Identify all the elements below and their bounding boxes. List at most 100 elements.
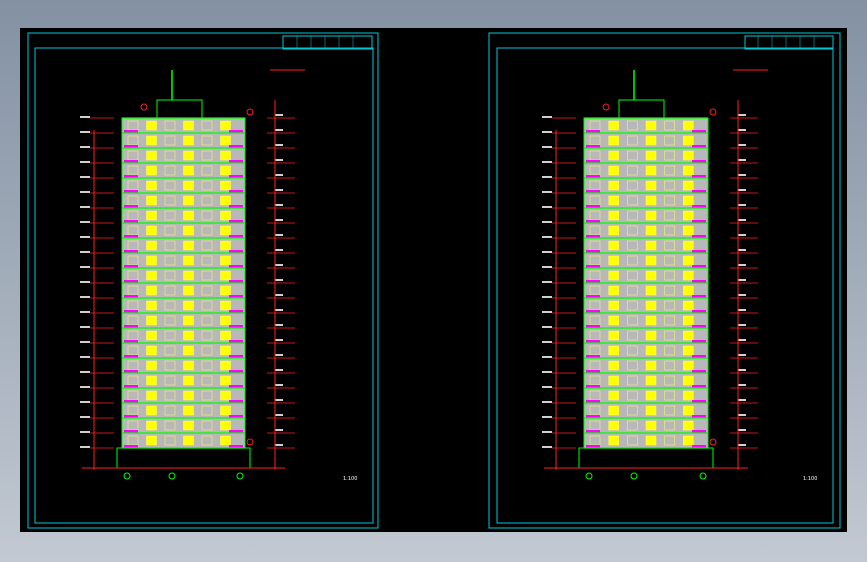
balcony [692, 220, 706, 223]
balcony [124, 400, 138, 403]
window [683, 345, 694, 356]
window [683, 300, 694, 311]
window [201, 360, 213, 371]
marker [709, 108, 717, 116]
window [183, 210, 194, 221]
balcony [124, 415, 138, 418]
window [164, 435, 176, 446]
window [201, 270, 213, 281]
window [608, 150, 619, 161]
balcony [229, 130, 243, 133]
window [201, 120, 213, 131]
window [608, 300, 619, 311]
window [645, 360, 657, 371]
window [608, 240, 619, 251]
window [608, 120, 619, 131]
window [220, 270, 231, 281]
balcony [229, 385, 243, 388]
window [627, 420, 638, 431]
window [220, 315, 231, 326]
window [164, 405, 176, 416]
window [683, 150, 694, 161]
balcony [692, 430, 706, 433]
level-text [80, 341, 90, 343]
level-text [542, 341, 552, 343]
balcony [124, 295, 138, 298]
balcony [692, 415, 706, 418]
window [164, 225, 176, 236]
window [608, 180, 619, 191]
window [146, 390, 157, 401]
level-text [542, 191, 552, 193]
window [664, 300, 675, 311]
window [164, 120, 176, 131]
balcony [692, 310, 706, 313]
dim-text [738, 144, 746, 146]
window [220, 165, 231, 176]
window [683, 225, 694, 236]
window [645, 390, 657, 401]
balcony [229, 265, 243, 268]
balcony [124, 250, 138, 253]
window [608, 420, 619, 431]
window [164, 285, 176, 296]
balcony [692, 340, 706, 343]
window [627, 315, 638, 326]
window [608, 270, 619, 281]
window [664, 405, 675, 416]
window [146, 435, 157, 446]
window [146, 270, 157, 281]
window [183, 375, 194, 386]
balcony [229, 295, 243, 298]
level-text [80, 281, 90, 283]
window [220, 195, 231, 206]
balcony [229, 400, 243, 403]
window [146, 345, 157, 356]
balcony [692, 205, 706, 208]
window [645, 345, 657, 356]
dim-text [275, 429, 283, 431]
window [146, 285, 157, 296]
window [645, 285, 657, 296]
window [645, 420, 657, 431]
dim-text [738, 354, 746, 356]
window [146, 330, 157, 341]
balcony [124, 280, 138, 283]
window [146, 180, 157, 191]
balcony [229, 205, 243, 208]
marker [140, 103, 148, 111]
window [608, 255, 619, 266]
window [645, 255, 657, 266]
window [164, 300, 176, 311]
window [683, 195, 694, 206]
balcony [124, 265, 138, 268]
window [201, 165, 213, 176]
balcony [229, 340, 243, 343]
window [201, 255, 213, 266]
dim-text [275, 384, 283, 386]
balcony [586, 130, 600, 133]
window [608, 345, 619, 356]
balcony [586, 295, 600, 298]
window [664, 255, 675, 266]
window [627, 240, 638, 251]
window [201, 405, 213, 416]
dim-text [738, 159, 746, 161]
window [183, 240, 194, 251]
window [627, 165, 638, 176]
dim-text [738, 279, 746, 281]
window [183, 300, 194, 311]
marker [709, 438, 717, 446]
window [645, 165, 657, 176]
window [683, 390, 694, 401]
dim-text [275, 309, 283, 311]
level-text [80, 356, 90, 358]
window [201, 345, 213, 356]
window [608, 165, 619, 176]
window [164, 315, 176, 326]
dim-text [275, 219, 283, 221]
window [683, 165, 694, 176]
window [627, 270, 638, 281]
dim-text [275, 234, 283, 236]
